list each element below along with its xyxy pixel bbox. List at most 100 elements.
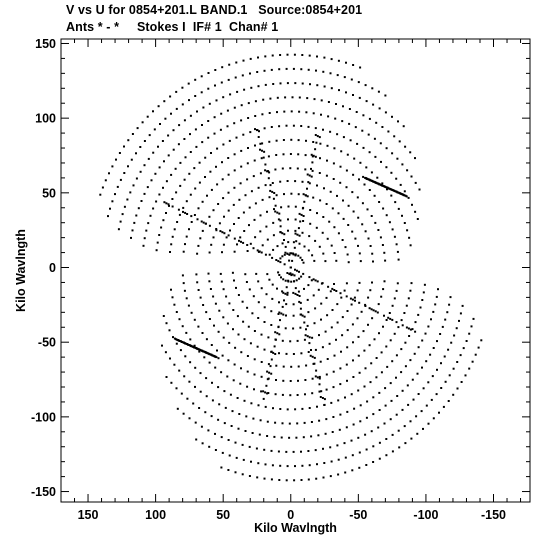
uv-point bbox=[198, 350, 201, 353]
uv-point bbox=[176, 407, 179, 410]
uv-point bbox=[381, 182, 384, 185]
uv-point bbox=[205, 338, 208, 341]
uv-point bbox=[233, 223, 235, 225]
uv-point bbox=[243, 88, 246, 91]
uv-point bbox=[201, 332, 204, 334]
uv-point bbox=[411, 203, 413, 206]
uv-point bbox=[196, 110, 198, 113]
uv-point bbox=[386, 365, 389, 368]
uv-point bbox=[391, 450, 394, 453]
uv-point bbox=[233, 250, 236, 253]
uv-point bbox=[434, 303, 437, 306]
uv-point bbox=[300, 450, 302, 453]
uv-point bbox=[299, 256, 302, 259]
uv-point bbox=[202, 350, 205, 353]
uv-point bbox=[104, 179, 107, 182]
uv-point bbox=[363, 183, 366, 186]
uv-point bbox=[325, 373, 328, 376]
uv-point bbox=[365, 464, 368, 466]
y-tick-label: 150 bbox=[35, 37, 56, 51]
uv-point bbox=[264, 405, 267, 408]
uv-point bbox=[361, 129, 364, 132]
uv-point bbox=[385, 454, 388, 457]
uv-point bbox=[228, 139, 231, 142]
uv-point bbox=[307, 181, 310, 184]
uv-point bbox=[285, 352, 288, 355]
uv-point bbox=[326, 159, 328, 162]
uv-point bbox=[284, 292, 287, 295]
uv-point bbox=[371, 281, 373, 284]
uv-point bbox=[181, 86, 184, 89]
uv-point bbox=[269, 184, 272, 187]
uv-point bbox=[139, 170, 142, 173]
uv-point bbox=[227, 234, 230, 237]
uv-point bbox=[346, 410, 349, 413]
uv-point bbox=[338, 428, 341, 431]
uv-point bbox=[240, 165, 243, 168]
uv-point bbox=[260, 390, 263, 393]
uv-point bbox=[358, 281, 361, 284]
uv-point bbox=[391, 360, 394, 363]
uv-point bbox=[309, 209, 312, 211]
uv-point bbox=[253, 218, 256, 221]
uv-point bbox=[276, 96, 279, 99]
uv-point bbox=[332, 162, 335, 165]
uv-point bbox=[407, 403, 410, 406]
uv-point bbox=[272, 221, 275, 224]
uv-point bbox=[316, 376, 319, 379]
uv-point bbox=[265, 225, 268, 228]
uv-point bbox=[285, 67, 288, 70]
uv-point bbox=[294, 232, 297, 235]
uv-point bbox=[302, 436, 305, 439]
uv-point bbox=[208, 102, 211, 105]
uv-point bbox=[215, 165, 217, 168]
y-tick-label: -50 bbox=[38, 336, 56, 350]
uv-point bbox=[194, 385, 196, 388]
uv-point bbox=[321, 397, 324, 399]
uv-point bbox=[289, 394, 292, 397]
uv-point bbox=[357, 244, 359, 247]
uv-point bbox=[372, 461, 375, 463]
uv-point bbox=[310, 279, 313, 282]
uv-point bbox=[341, 316, 344, 319]
uv-point bbox=[374, 310, 377, 313]
uv-point bbox=[218, 403, 221, 406]
uv-point bbox=[283, 110, 286, 113]
uv-point bbox=[107, 215, 109, 218]
uv-point bbox=[149, 214, 152, 217]
uv-point bbox=[301, 54, 304, 56]
uv-point bbox=[346, 329, 349, 332]
uv-point bbox=[393, 332, 396, 335]
uv-point bbox=[249, 242, 252, 245]
uv-point bbox=[252, 417, 255, 420]
uv-point bbox=[383, 314, 385, 317]
uv-point bbox=[292, 241, 295, 244]
uv-point bbox=[389, 188, 392, 190]
uv-point bbox=[306, 298, 309, 301]
uv-point bbox=[175, 191, 178, 194]
uv-point bbox=[297, 290, 300, 293]
uv-point bbox=[307, 351, 310, 353]
uv-point bbox=[165, 376, 168, 378]
uv-point bbox=[262, 98, 265, 101]
uv-point bbox=[388, 312, 391, 314]
uv-point bbox=[311, 355, 314, 358]
uv-point bbox=[297, 254, 300, 257]
uv-point bbox=[406, 384, 409, 387]
uv-point bbox=[284, 245, 287, 248]
uv-point bbox=[190, 345, 193, 348]
uv-point bbox=[364, 433, 367, 436]
uv-point bbox=[173, 363, 176, 366]
uv-point bbox=[193, 318, 196, 321]
uv-point bbox=[318, 245, 321, 248]
uv-point bbox=[292, 314, 295, 317]
uv-point bbox=[200, 91, 203, 94]
uv-point bbox=[204, 411, 207, 414]
uv-point bbox=[386, 188, 388, 191]
uv-point bbox=[221, 178, 224, 181]
uv-point bbox=[288, 259, 291, 262]
uv-point bbox=[218, 222, 221, 225]
uv-point bbox=[327, 115, 330, 118]
uv-point bbox=[189, 193, 192, 196]
uv-point bbox=[395, 413, 398, 416]
